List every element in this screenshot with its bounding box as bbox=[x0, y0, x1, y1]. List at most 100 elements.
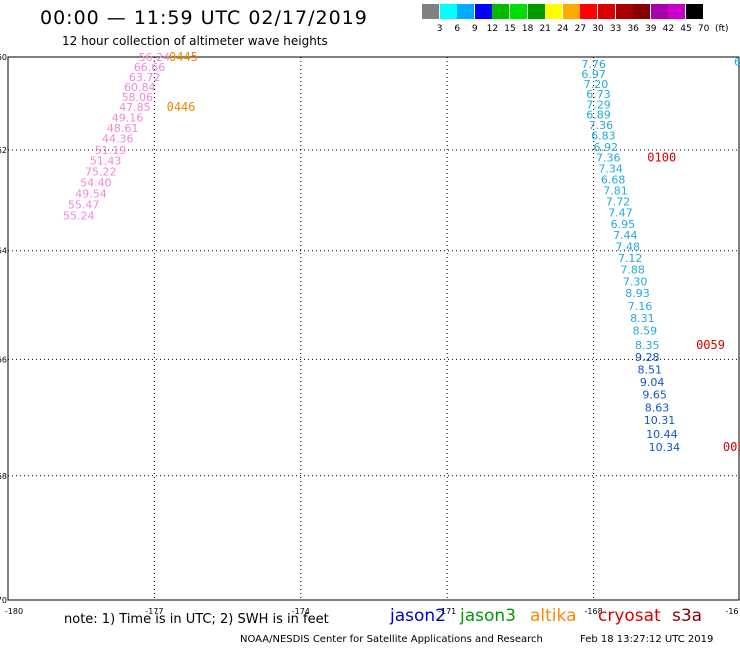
y-tick-label: -64 bbox=[0, 247, 7, 256]
wave-height-value: 7.72 bbox=[606, 195, 631, 208]
wave-height-value: 9.65 bbox=[642, 389, 667, 402]
wave-height-value: 8.51 bbox=[637, 363, 662, 376]
wave-height-value: 8.93 bbox=[625, 287, 650, 300]
y-tick-label: -62 bbox=[0, 146, 7, 155]
color-swatch bbox=[633, 4, 651, 19]
wave-height-value: 55.47 bbox=[68, 198, 100, 211]
color-scale-label: 45 bbox=[680, 24, 692, 34]
generated-timestamp: Feb 18 13:27:12 UTC 2019 bbox=[580, 634, 714, 645]
wave-height-value: 48.61 bbox=[107, 122, 139, 135]
x-tick-label: -177 bbox=[145, 607, 163, 616]
wave-height-value: 63.72 bbox=[129, 71, 161, 84]
x-tick-label: -180 bbox=[5, 607, 23, 616]
x-tick-label: -16 bbox=[725, 607, 738, 616]
color-swatch bbox=[615, 4, 633, 19]
credit-line: NOAA/NESDIS Center for Satellite Applica… bbox=[240, 634, 543, 645]
pass-time-label: 0058 bbox=[723, 440, 740, 454]
pass-time-label: 0445 bbox=[169, 50, 198, 64]
wave-height-value: 66.66 bbox=[134, 61, 166, 74]
wave-height-value: 56.24 bbox=[139, 51, 171, 64]
wave-height-value: 7.34 bbox=[598, 163, 623, 176]
wave-height-value: 10.34 bbox=[649, 441, 681, 454]
wave-height-value: 49.16 bbox=[112, 111, 144, 124]
color-swatch bbox=[439, 4, 457, 19]
y-tick-label: -66 bbox=[0, 355, 7, 364]
color-swatch bbox=[527, 4, 545, 19]
color-swatch bbox=[668, 4, 686, 19]
color-scale-label: 33 bbox=[609, 24, 622, 34]
wave-height-value: 7.20 bbox=[584, 78, 609, 91]
wave-height-value: 51.19 bbox=[95, 144, 127, 157]
satellite-legend-cryosat: cryosat bbox=[598, 606, 661, 626]
wave-height-value: 7.29 bbox=[586, 98, 611, 111]
wave-height-value: 9.28 bbox=[635, 351, 660, 364]
x-tick-label: -168 bbox=[585, 607, 603, 616]
wave-height-value: 55.24 bbox=[63, 210, 95, 223]
wave-height-value: 60.84 bbox=[124, 81, 156, 94]
wave-height-value: 10.31 bbox=[644, 414, 676, 427]
pass-time-label: 0446 bbox=[167, 100, 196, 114]
wave-height-value: 10.44 bbox=[646, 428, 678, 441]
color-scale-label: 21 bbox=[539, 24, 551, 34]
wave-height-value: 51.43 bbox=[90, 155, 122, 168]
color-swatch bbox=[562, 4, 580, 19]
color-scale-label: 24 bbox=[557, 24, 569, 34]
wave-height-value: 7.36 bbox=[589, 119, 614, 132]
wave-height-value: 6.97 bbox=[581, 68, 606, 81]
wave-height-value: 6.92 bbox=[594, 141, 619, 154]
wave-height-value: 7.48 bbox=[616, 241, 641, 254]
wave-height-value: 8.31 bbox=[630, 312, 655, 325]
wave-height-value: 7.12 bbox=[618, 252, 643, 265]
map-frame bbox=[7, 56, 740, 601]
wave-height-value: 8.63 bbox=[645, 401, 670, 414]
wave-height-value: 75.22 bbox=[85, 165, 117, 178]
satellite-legend-jason2: jason2 bbox=[390, 606, 446, 626]
color-scale-label: 27 bbox=[574, 24, 587, 34]
wave-height-value: 58.06 bbox=[122, 91, 154, 104]
color-swatch bbox=[474, 4, 492, 19]
altimeter-tracks: 56.2466.6663.7260.8458.0647.8549.1648.61… bbox=[63, 51, 740, 454]
wave-height-value: 6.95 bbox=[611, 218, 636, 231]
color-scale-label: 3 bbox=[436, 24, 443, 34]
color-scale-label: 15 bbox=[504, 24, 516, 34]
color-scale-label: 12 bbox=[486, 24, 499, 34]
satellite-legend-altika: altika bbox=[530, 606, 577, 626]
color-scale-label: 30 bbox=[592, 24, 604, 34]
color-scale-label: 39 bbox=[645, 24, 657, 34]
color-swatch bbox=[686, 4, 703, 19]
wave-height-value: 49.54 bbox=[75, 187, 107, 200]
color-swatch bbox=[510, 4, 527, 19]
wave-height-value: 7.16 bbox=[628, 300, 653, 313]
wave-height-value: 6.89 bbox=[586, 109, 611, 122]
pass-time-label: 0100 bbox=[647, 151, 676, 165]
x-tick-label: -171 bbox=[438, 607, 456, 616]
color-scale-units: (ft) bbox=[715, 24, 729, 34]
pass-time-label: 0059 bbox=[696, 338, 725, 352]
y-tick-label: -60 bbox=[0, 53, 7, 62]
y-tick-label: -68 bbox=[0, 472, 7, 481]
map-subtitle: 12 hour collection of altimeter wave hei… bbox=[62, 34, 328, 48]
color-scale-label: 6 bbox=[454, 24, 461, 34]
wave-height-value: 8.35 bbox=[635, 339, 660, 352]
color-swatch bbox=[650, 4, 668, 19]
color-swatch bbox=[492, 4, 510, 19]
wave-height-value: 7.81 bbox=[603, 184, 628, 197]
color-scale-label: 18 bbox=[521, 24, 534, 34]
wave-height-value: 6 bbox=[734, 55, 740, 68]
wave-height-value: 8.59 bbox=[633, 324, 658, 337]
wave-height-value: 47.85 bbox=[119, 101, 151, 114]
color-swatch bbox=[422, 4, 439, 19]
wave-height-value: 7.44 bbox=[613, 229, 638, 242]
map-gridlines bbox=[8, 57, 740, 600]
color-scale-label: 9 bbox=[471, 24, 478, 34]
map-title: 00:00 — 11:59 UTC 02/17/2019 bbox=[40, 7, 368, 29]
color-scale-label: 42 bbox=[662, 24, 675, 34]
wave-height-value: 44.36 bbox=[102, 132, 134, 145]
wave-height-value: 9.04 bbox=[640, 376, 665, 389]
color-scale-label: 70 bbox=[697, 24, 710, 34]
color-swatch bbox=[580, 4, 598, 19]
wave-height-value: 7.36 bbox=[596, 152, 621, 165]
map-note: note: 1) Time is in UTC; 2) SWH is in fe… bbox=[64, 612, 329, 627]
y-tick-label: -70 bbox=[0, 596, 7, 605]
